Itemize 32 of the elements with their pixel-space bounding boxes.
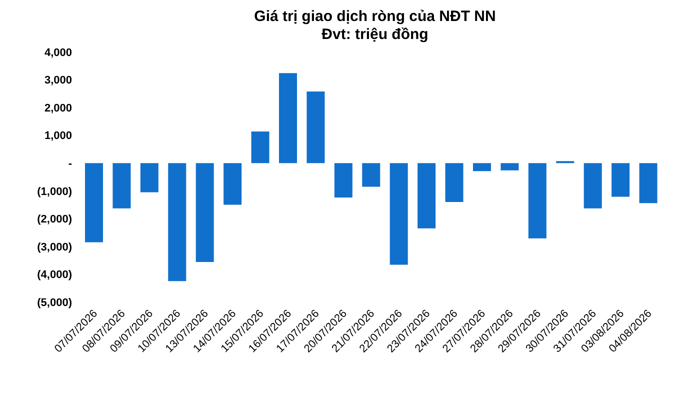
bar — [196, 163, 214, 262]
bar — [251, 131, 270, 164]
y-tick-label: - — [68, 158, 72, 170]
bar — [445, 163, 464, 202]
bar — [168, 163, 186, 282]
bar — [612, 163, 630, 197]
y-tick-label: 2,000 — [44, 102, 72, 114]
bar — [639, 163, 658, 204]
bar — [278, 73, 297, 164]
bar — [500, 163, 519, 170]
y-tick-label: 1,000 — [44, 130, 72, 142]
bar — [140, 163, 158, 192]
bar — [528, 163, 546, 238]
y-tick-label: (4,000) — [37, 269, 72, 282]
bar — [112, 163, 131, 208]
chart-subtitle: Đvt: triệu đồng — [320, 26, 430, 44]
bar — [362, 163, 380, 187]
y-tick-label: (5,000) — [37, 296, 72, 309]
y-tick-label: 3,000 — [44, 74, 72, 87]
bar — [472, 163, 491, 172]
bar — [418, 163, 436, 228]
y-tick-label: 4,000 — [44, 46, 72, 59]
y-tick-label: (2,000) — [37, 214, 72, 226]
bar — [306, 91, 325, 164]
bar — [224, 163, 242, 205]
y-tick-label: (3,000) — [37, 241, 72, 254]
bar — [84, 163, 103, 242]
y-tick-label: (1,000) — [37, 186, 72, 198]
chart-title: Giá trị giao dịch ròng của NĐT NN — [253, 8, 497, 26]
bar — [584, 163, 602, 208]
bar — [334, 163, 352, 198]
bar — [390, 163, 408, 265]
